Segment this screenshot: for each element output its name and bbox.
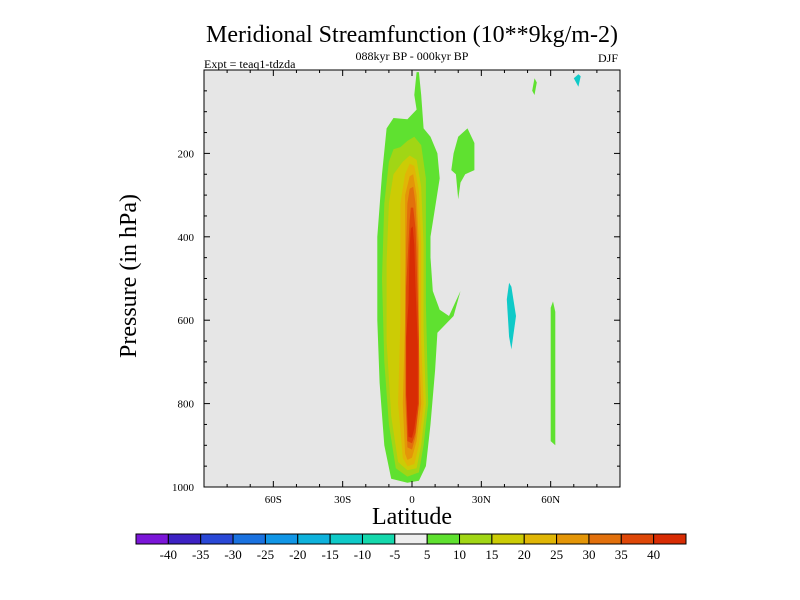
y-axis-title: Pressure (in hPa): [116, 194, 142, 358]
colorbar-label: -40: [160, 547, 177, 562]
colorbar-swatch: [394, 533, 428, 545]
chart-subtitle-experiment: Expt = teaq1-tdzda: [204, 57, 296, 71]
colorbar-label: 10: [453, 547, 466, 562]
colorbar-swatch: [653, 533, 687, 545]
plot-area: 60S 30S 0 30N 60N 200 400 600 800 1000: [172, 69, 621, 506]
colorbar-label: -10: [354, 547, 371, 562]
y-tick-label: 400: [178, 232, 195, 244]
chart-subtitle-season: DJF: [598, 51, 618, 65]
colorbar-swatch: [556, 533, 590, 545]
y-tick-label: 1000: [172, 482, 195, 494]
y-tick-label: 600: [178, 315, 195, 327]
contour-region-4: [506, 282, 516, 350]
colorbar-swatch: [167, 533, 202, 545]
chart-title: Meridional Streamfunction (10**9kg/m-2): [206, 22, 618, 48]
contour-region-2: [532, 78, 537, 95]
colorbar: -40 -35 -30 -25 -20 -15 -10 -5 5 10 15 20 25 30 35 40: [135, 533, 687, 562]
colorbar-label: 40: [647, 547, 660, 562]
x-axis: 60S 30S 0 30N 60N: [203, 70, 621, 506]
x-tick-label: 0: [409, 494, 415, 506]
colorbar-swatch: [329, 533, 363, 545]
colorbar-label: -15: [321, 547, 338, 562]
colorbar-swatch: [620, 533, 655, 545]
colorbar-label: 35: [615, 547, 628, 562]
x-tick-label: 60N: [541, 494, 560, 506]
colorbar-label: 15: [485, 547, 498, 562]
colorbar-swatch: [491, 533, 525, 545]
y-tick-label: 200: [178, 148, 195, 160]
y-axis: 200 400 600 800 1000: [172, 69, 620, 494]
colorbar-label: -25: [257, 547, 274, 562]
colorbar-swatch: [135, 533, 169, 545]
colorbar-swatch: [264, 533, 299, 545]
x-tick-label: 30N: [472, 494, 491, 506]
colorbar-label: 30: [582, 547, 595, 562]
contour-region-1: [451, 128, 475, 200]
colorbar-swatch: [361, 533, 396, 545]
x-tick-label: 60S: [265, 494, 282, 506]
contour-region-3: [550, 301, 556, 446]
chart-subtitle-period: 088kyr BP - 000kyr BP: [356, 49, 469, 63]
colorbar-label: -35: [192, 547, 209, 562]
colorbar-swatch: [232, 533, 266, 545]
colorbar-label: 5: [424, 547, 431, 562]
colorbar-swatch: [459, 533, 493, 545]
contour-region-5: [573, 74, 581, 87]
x-tick-label: 30S: [334, 494, 351, 506]
x-axis-title: Latitude: [372, 504, 452, 530]
colorbar-label: -30: [224, 547, 241, 562]
colorbar-label: -5: [389, 547, 400, 562]
colorbar-swatch: [588, 533, 622, 545]
colorbar-label: -20: [289, 547, 306, 562]
colorbar-swatch: [426, 533, 461, 545]
contour-region-12: [406, 226, 418, 438]
colorbar-swatch: [200, 533, 234, 545]
colorbar-swatch: [297, 533, 331, 545]
colorbar-swatch: [523, 533, 558, 545]
y-tick-label: 800: [178, 399, 195, 411]
colorbar-label: 25: [550, 547, 563, 562]
colorbar-label: 20: [518, 547, 531, 562]
